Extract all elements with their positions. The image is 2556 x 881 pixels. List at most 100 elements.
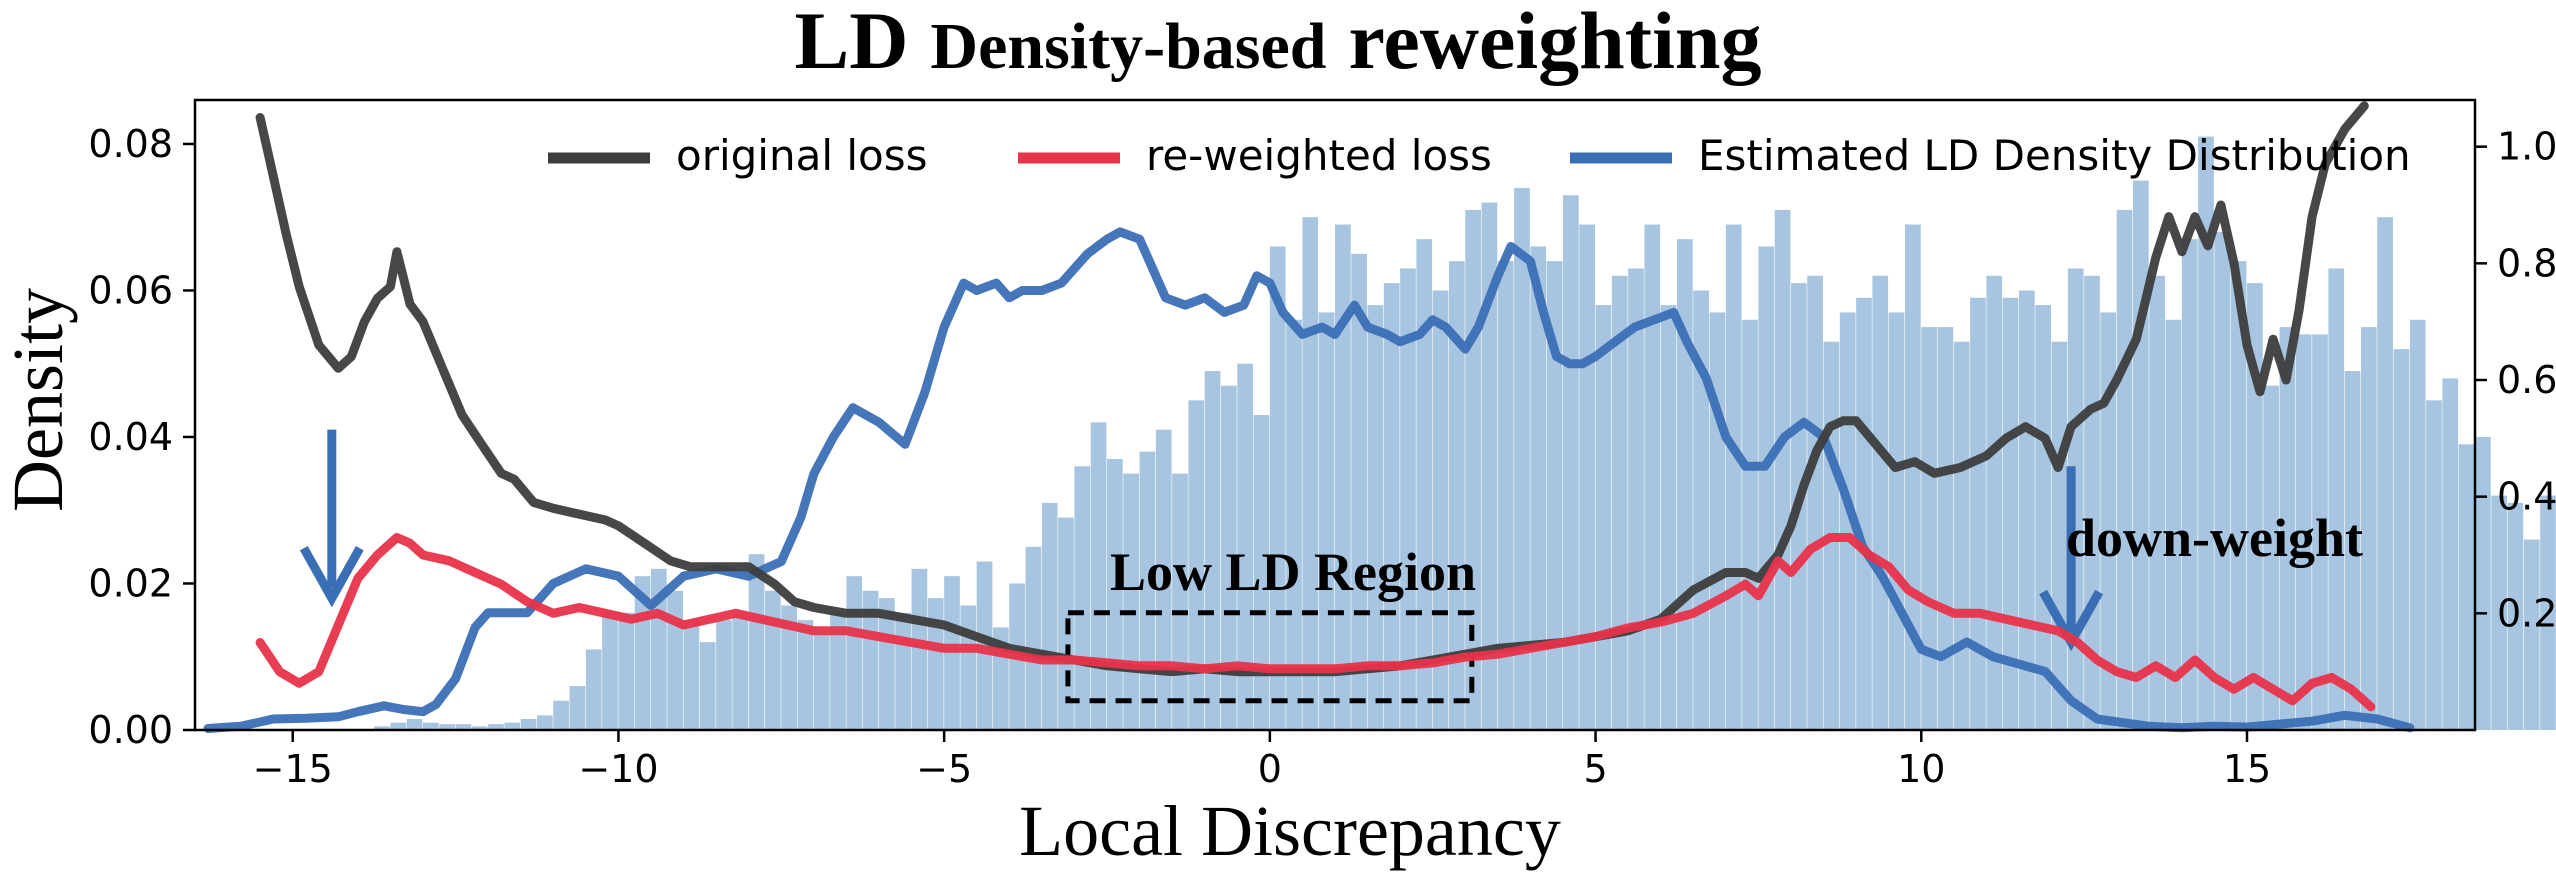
x-tick-label: −10 [578, 747, 658, 791]
histogram-bar [1888, 312, 1905, 730]
histogram-bar [1335, 224, 1351, 730]
plot-frame [193, 98, 2477, 732]
lines-layer [203, 101, 2415, 733]
histogram-bar [1188, 400, 1205, 730]
histogram-bar [1367, 305, 1384, 730]
x-axis-label: Local Discrepancy [1019, 791, 1561, 871]
low-ld-region-label: Low LD Region [1110, 542, 1476, 602]
histogram-bar [1318, 312, 1335, 730]
histogram-bar [2458, 444, 2475, 730]
histogram-bar [1742, 319, 1758, 730]
histogram-bar [797, 620, 814, 730]
histogram-bar [1139, 451, 1156, 730]
histogram-bar [2295, 334, 2312, 730]
histogram-bar [1758, 246, 1775, 730]
histogram-bar [2312, 334, 2328, 730]
histogram-bar [1628, 268, 1644, 730]
histogram-bar [1709, 312, 1726, 730]
x-tick-label: 10 [1897, 747, 1945, 791]
legend: original loss re-weighted loss Estimated… [548, 131, 2411, 180]
chart-title-end: reweighting [1348, 0, 1761, 86]
histogram-bar [1856, 297, 1872, 730]
histogram-bar [520, 719, 537, 730]
y2-tick-label: 0.8 [2497, 241, 2556, 285]
histogram-bar [830, 612, 846, 730]
histogram-bar [683, 620, 700, 730]
histogram-bar [1546, 261, 1563, 730]
histogram-bar [2361, 327, 2377, 730]
histogram-bar [2181, 239, 2198, 731]
histogram-bar [390, 722, 407, 730]
histogram-bar [927, 598, 944, 730]
histogram-bar [553, 700, 569, 730]
histogram-bar [748, 554, 765, 730]
x-tick-label: 15 [2223, 747, 2271, 791]
histogram-bar [651, 568, 667, 730]
histogram-bar [1514, 187, 1530, 730]
chart-title-middle: Density-based [930, 10, 1326, 83]
histogram-bar [471, 726, 488, 730]
histogram-bar [1660, 305, 1677, 730]
histogram-bar [2377, 217, 2393, 731]
histogram-bar [2328, 268, 2345, 730]
histogram-bar [716, 620, 732, 730]
x-tick-label: −15 [253, 747, 333, 791]
histogram-bar [699, 642, 716, 730]
histogram-bar [1872, 275, 1889, 730]
histogram-bar [2279, 327, 2296, 730]
histogram-bar [2491, 495, 2507, 730]
y-tick-label: 0.00 [88, 708, 173, 752]
histogram-bar [2230, 261, 2247, 730]
histogram-bar [862, 590, 879, 730]
x-tick-label: 0 [1258, 747, 1282, 791]
y-tick-label: 0.06 [88, 268, 173, 312]
histogram-bar [1970, 297, 1986, 730]
histogram-bar [2116, 209, 2133, 730]
histogram-bar [1497, 261, 1514, 730]
histogram-bar [1302, 217, 1319, 731]
histogram-bar [2100, 312, 2117, 730]
histogram-bar [1937, 327, 1954, 730]
series-line-re-weighted-loss [255, 533, 2376, 712]
legend-label-reweighted-loss: re-weighted loss [1146, 131, 1492, 180]
histogram-bar [1677, 239, 1693, 731]
y-axis-ticks: 0.00 0.02 0.04 0.06 0.08 [88, 122, 195, 752]
histogram-bar [781, 605, 797, 730]
y-axis-label: Density [0, 288, 78, 512]
histogram-bar [2426, 400, 2442, 730]
histogram-bar [911, 568, 928, 730]
histogram-bar [1432, 290, 1449, 730]
histogram-bar [1921, 327, 1937, 730]
down-arrow-head [299, 545, 364, 608]
histogram-bar [439, 724, 455, 730]
histogram-bar [1579, 224, 1595, 730]
histogram-bar [944, 576, 960, 730]
histogram-bar [1611, 275, 1628, 730]
histogram-bar [813, 634, 830, 730]
histogram-bar [2214, 231, 2231, 730]
histogram-bar [1416, 239, 1433, 731]
histogram-bar [569, 686, 586, 730]
histogram-bar [1481, 202, 1498, 731]
histogram-bar [537, 715, 553, 730]
histogram-bar [2523, 539, 2540, 730]
histogram-bar [1807, 275, 1823, 730]
histogram-bar [2051, 341, 2068, 730]
histogram-bar [374, 726, 390, 730]
histogram-bar [1725, 224, 1742, 730]
histogram-bar [2149, 275, 2165, 730]
histogram-bar [1025, 546, 1042, 730]
chart-title-main: LD [795, 0, 909, 86]
y-tick-label: 0.08 [88, 122, 173, 166]
histogram-bar [765, 590, 781, 730]
histogram-bar [2507, 502, 2524, 730]
histogram-bar [2475, 436, 2491, 730]
histogram-bar [1041, 502, 1058, 730]
histogram-bar [406, 719, 423, 730]
y2-tick-label: 0.4 [2497, 475, 2556, 519]
x-tick-label: −5 [916, 747, 972, 791]
histogram-bar [2263, 385, 2279, 730]
histogram-bar [2198, 136, 2214, 730]
